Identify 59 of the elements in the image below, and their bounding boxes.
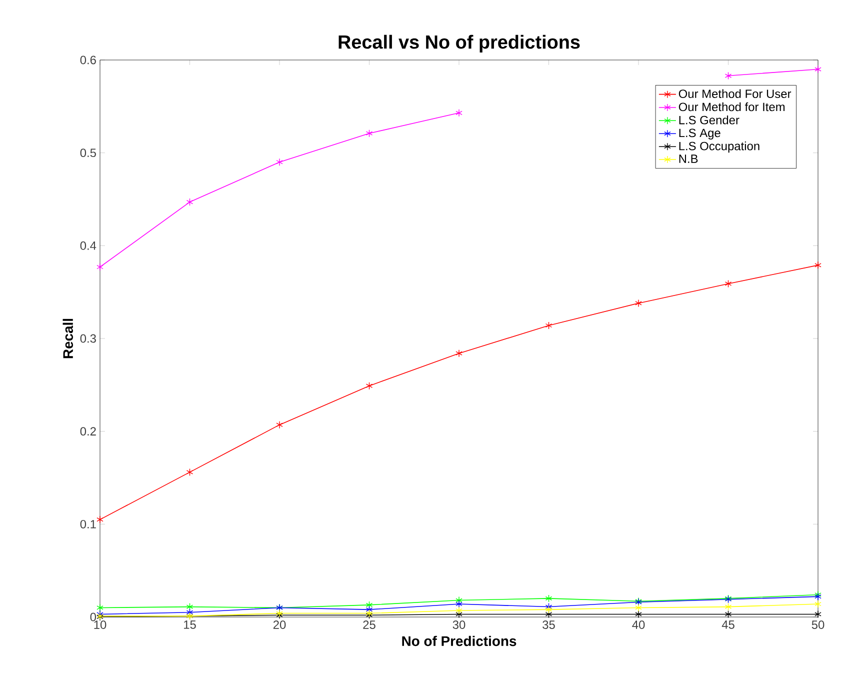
point: [366, 601, 373, 609]
y-tick-label: 0.2: [80, 427, 96, 436]
point: [814, 600, 822, 608]
point: [186, 602, 194, 611]
point: [724, 72, 732, 80]
point: [814, 261, 822, 269]
point: [456, 350, 462, 358]
point: [545, 322, 552, 330]
legend-label: L.S Age: [679, 128, 720, 140]
chart-title: Recall vs No of predictions: [338, 34, 580, 52]
point: [456, 596, 462, 604]
point: [814, 610, 822, 618]
point: [366, 382, 373, 390]
x-tick-label: 20: [273, 620, 286, 629]
legend-label: N.B: [679, 154, 698, 163]
point: [276, 421, 283, 429]
legend-label: L.S Gender: [679, 116, 740, 124]
point: [545, 606, 552, 614]
point: [186, 468, 194, 476]
point: [545, 602, 552, 611]
point: [456, 606, 462, 614]
point: [456, 109, 462, 117]
point: [724, 610, 732, 618]
x-axis-title: No of Predictions: [402, 636, 516, 646]
point: [366, 130, 373, 138]
point: [814, 65, 822, 74]
y-axis-title: Recall: [62, 318, 74, 358]
point: [186, 608, 194, 616]
x-tick-label: 40: [632, 620, 645, 629]
point: [96, 263, 104, 271]
point: [186, 198, 194, 206]
point: [545, 594, 552, 602]
y-tick-label: 0.6: [80, 56, 96, 64]
point: [724, 280, 732, 288]
x-tick-label: 30: [452, 620, 466, 629]
point: [276, 158, 283, 166]
y-tick-label: 0.4: [80, 241, 96, 250]
y-tick-label: 0.3: [80, 334, 96, 343]
point: [635, 299, 642, 308]
point: [456, 610, 462, 618]
point: [724, 602, 732, 611]
point: [96, 516, 104, 524]
x-tick-label: 15: [184, 620, 196, 629]
x-tick-label: 10: [94, 620, 106, 629]
y-tick-label: 0: [90, 612, 96, 622]
x-tick-label: 45: [722, 620, 734, 629]
point: [96, 604, 104, 612]
legend-label: Our Method For User: [678, 89, 792, 98]
point: [635, 604, 642, 612]
legend-label: Our Method for Item: [678, 102, 785, 112]
legend-label: L.S Occupation: [679, 142, 760, 153]
point: [635, 610, 642, 618]
point: [545, 610, 552, 618]
x-tick-label: 25: [363, 620, 376, 629]
y-tick-label: 0.1: [80, 520, 96, 528]
x-tick-label: 35: [542, 620, 555, 629]
y-tick-label: 0.5: [80, 148, 96, 158]
x-tick-label: 50: [812, 620, 824, 629]
point: [456, 600, 462, 608]
